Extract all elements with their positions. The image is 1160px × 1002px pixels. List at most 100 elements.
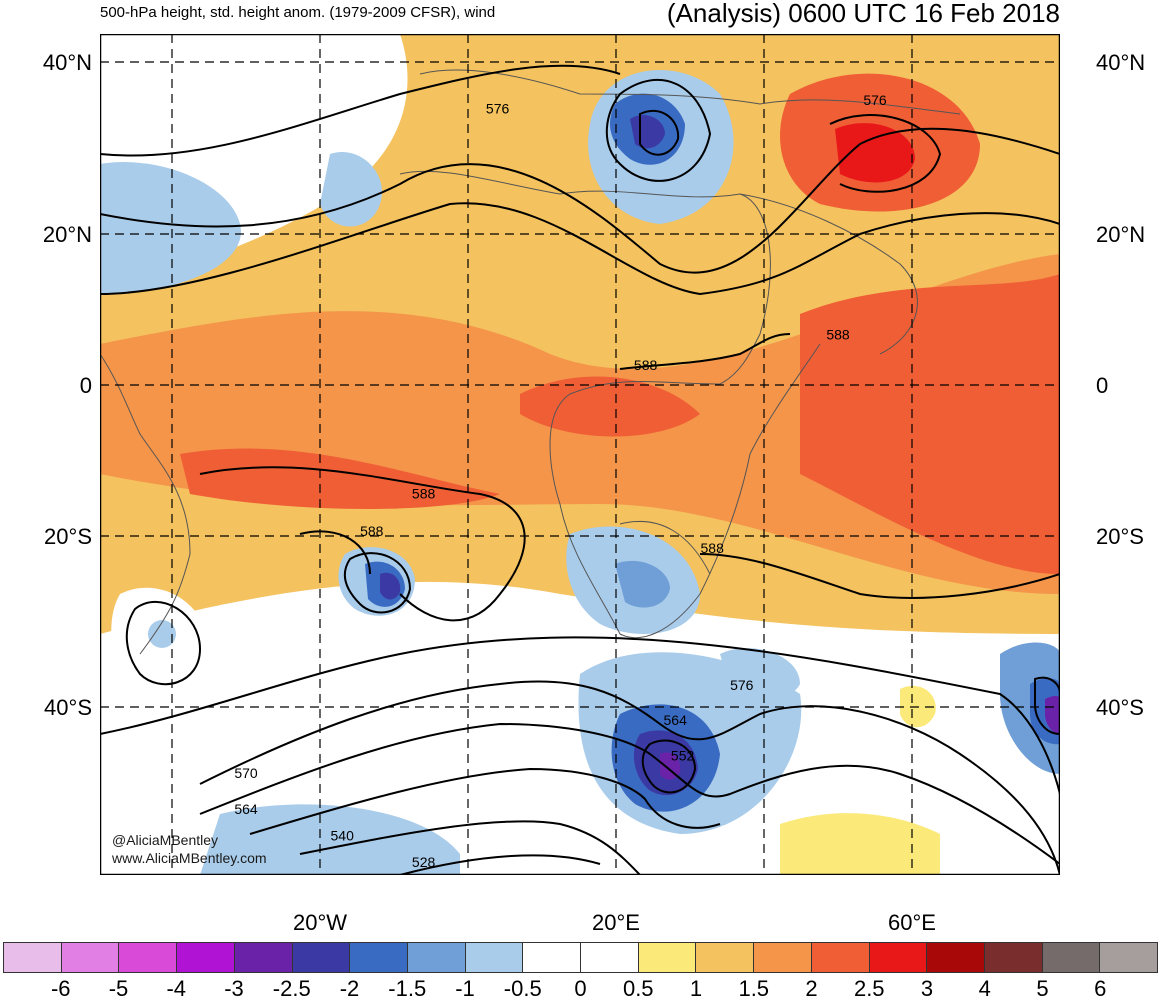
contour-label: 576 — [486, 101, 510, 117]
lat-label-left-40n: 40°N — [42, 50, 92, 75]
anomaly-core-mediterranean — [630, 114, 665, 149]
map-panel: 576 576 588 588 588 588 588 576 564 552 570 564 540 5… — [99, 33, 1061, 876]
colorbar-swatch — [1100, 943, 1158, 972]
contour-588-atlantic — [199, 466, 526, 622]
map-valid-time: (Analysis) 0600 UTC 16 Feb 2018 — [666, 0, 1060, 28]
arabia-coast — [739, 193, 918, 355]
colorbar-swatch — [177, 943, 235, 972]
contour-label: 570 — [234, 765, 258, 781]
contour-528-south — [399, 854, 601, 876]
contour-label: 588 — [360, 523, 384, 539]
anomaly-strong-indian-ocean — [800, 274, 1060, 574]
colorbar-swatch — [811, 943, 870, 972]
colorbar-tick-label: 1.5 — [738, 976, 770, 1001]
anomaly-small-low-west — [148, 620, 176, 648]
contour-arabia-high — [829, 114, 942, 193]
colorbar-swatch — [465, 943, 524, 972]
contour-552-south — [249, 767, 721, 835]
height-contours — [99, 64, 1061, 876]
colorbar-tick-label: 6 — [1094, 976, 1107, 1001]
colorbar-swatch — [581, 943, 639, 972]
lat-label-left-20s: 20°S — [44, 524, 92, 549]
colorbar-tick-label: 2 — [805, 976, 818, 1001]
colorbar-tick-label: 2.5 — [853, 976, 885, 1001]
africa-coast — [399, 170, 821, 639]
contour-564-south — [199, 722, 1061, 865]
lat-label-right-20s: 20°S — [1096, 524, 1144, 549]
colorbar-swatch — [407, 943, 466, 972]
colorbar-tick-label: -5 — [108, 976, 129, 1001]
colorbar-tick-label: -6 — [50, 976, 71, 1001]
contour-588-atlantic-west — [299, 530, 371, 575]
colorbar-swatch — [234, 943, 293, 972]
contour-588-central-africa — [619, 333, 791, 370]
colorbar-swatch — [638, 943, 697, 972]
map-subtitle: 500-hPa height, std. height anom. (1979-… — [100, 4, 496, 21]
colorbar-swatch — [292, 943, 351, 972]
anomaly-positive-south — [780, 813, 940, 875]
colorbar-tick-label: -1.5 — [388, 976, 427, 1001]
contour-label: 588 — [701, 540, 725, 556]
anomaly-core-south-atlantic — [380, 572, 401, 600]
contour-label: 552 — [671, 747, 695, 763]
lon-label-60e: 60°E — [888, 910, 936, 935]
colorbar-tick-label: -4 — [166, 976, 187, 1001]
anomaly-min-southeast — [1045, 695, 1060, 734]
colorbar-tick-label: 0.5 — [622, 976, 654, 1001]
anomaly-min-southern-trough — [660, 752, 681, 780]
lat-label-right-40s: 40°S — [1096, 695, 1144, 720]
graticule — [100, 34, 1060, 875]
anomaly-negative-atlantic — [320, 152, 382, 227]
colorbar-tick-label: -1 — [455, 976, 475, 1001]
colorbar-swatch — [696, 943, 755, 972]
contour-540-south — [299, 820, 641, 876]
credit-handle: @AliciaMBentley — [112, 832, 219, 848]
colorbar-tick-label: 4 — [978, 976, 991, 1001]
colorbar-tick-label: 3 — [920, 976, 934, 1001]
colorbar-tick-label: 5 — [1036, 976, 1049, 1001]
colorbar-swatch — [4, 943, 62, 972]
contour-mediterranean-low-inner — [639, 109, 680, 156]
colorbar-swatch — [927, 943, 985, 972]
colorbar — [3, 942, 1158, 973]
lat-label-left-20n: 20°N — [42, 222, 92, 247]
colorbar-swatch — [350, 943, 408, 972]
colorbar-tick-label: -2.5 — [272, 976, 311, 1001]
lat-label-right-20n: 20°N — [1096, 222, 1146, 247]
contour-mediterranean-low — [605, 78, 712, 182]
contour-582-north — [99, 202, 1061, 296]
contour-label: 588 — [634, 357, 658, 373]
credit-website: www.AliciaMBentley.com — [112, 850, 267, 866]
contour-label: 588 — [826, 327, 850, 343]
southern-africa-coast — [619, 520, 711, 575]
contour-570-south — [199, 680, 1061, 876]
anomaly-negative-northwest — [100, 162, 241, 294]
colorbar-swatch — [1042, 943, 1101, 972]
lon-label-20w: 20°W — [292, 910, 348, 935]
lat-label-right-eq: 0 — [1096, 373, 1109, 398]
lat-label-left-40s: 40°S — [44, 695, 92, 720]
lat-label-right-40n: 40°N — [1096, 50, 1146, 75]
contour-southern-trough-low — [641, 739, 697, 794]
map-svg: 576 576 588 588 588 588 588 576 564 552 570 564 540 5… — [99, 33, 1061, 876]
colorbar-swatch — [119, 943, 178, 972]
lon-label-20e: 20°E — [592, 910, 640, 935]
contour-label: 564 — [234, 801, 258, 817]
anomaly-strong-central-africa — [520, 376, 700, 437]
lat-label-left-eq: 0 — [79, 373, 92, 398]
contour-label: 540 — [331, 828, 355, 844]
anomaly-strong-atlantic — [180, 448, 500, 509]
colorbar-swatch — [61, 943, 120, 972]
contour-570-north — [99, 64, 621, 157]
anomaly-negative-southwest — [200, 804, 460, 875]
colorbar-tick-label: 0 — [574, 976, 587, 1001]
anomaly-negative-south-indian — [720, 648, 800, 700]
colorbar-swatch — [754, 943, 812, 972]
colorbar-tick-label: 1 — [689, 976, 703, 1001]
colorbar-tick-label: -0.5 — [503, 976, 542, 1001]
contour-label: 588 — [412, 485, 436, 501]
anomaly-max-arabia — [835, 123, 915, 183]
anomaly-low-southern-africa — [615, 560, 670, 608]
colorbar-swatch — [869, 943, 928, 972]
colorbar-tick-label: -2 — [339, 976, 360, 1001]
